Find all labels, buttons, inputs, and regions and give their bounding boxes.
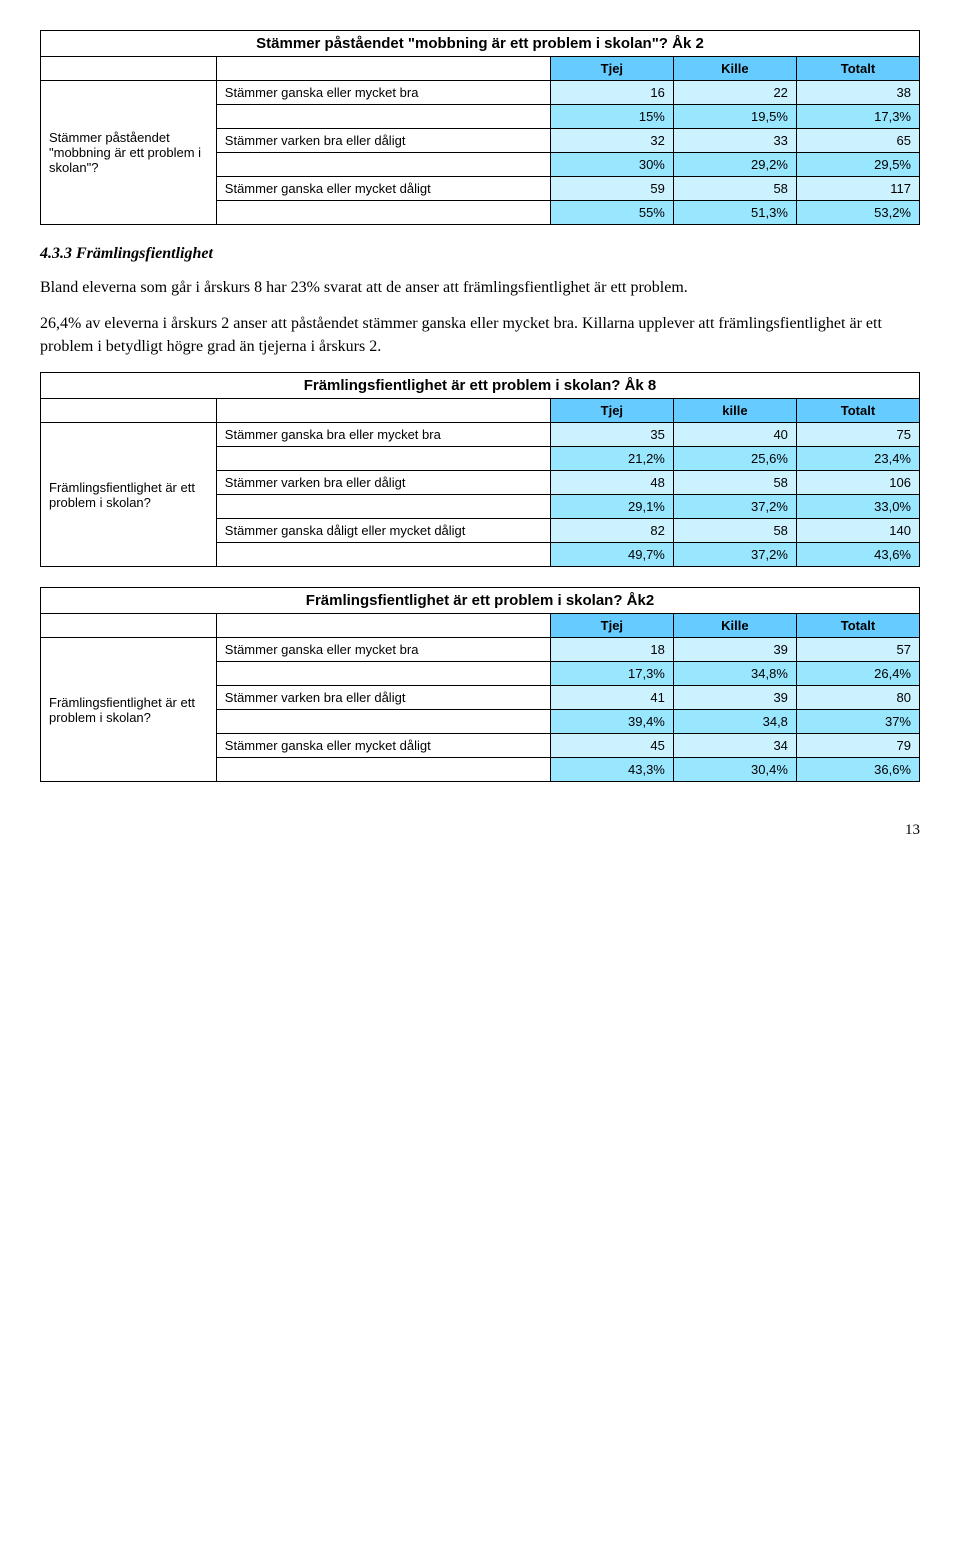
cell: 55%: [550, 201, 673, 225]
cell: 53,2%: [796, 201, 919, 225]
cell: 19,5%: [673, 105, 796, 129]
table3-title: Främlingsfientlighet är ett problem i sk…: [41, 588, 920, 614]
row-label: Stämmer ganska eller mycket bra: [216, 638, 550, 662]
cell: 21,2%: [550, 447, 673, 471]
cell: 106: [796, 471, 919, 495]
cell: 23,4%: [796, 447, 919, 471]
cell: 29,5%: [796, 153, 919, 177]
table2-stub: Främlingsfientlighet är ett problem i sk…: [41, 423, 217, 567]
cell: 82: [550, 519, 673, 543]
col-kille: Kille: [673, 614, 796, 638]
table1-stub: Stämmer påståendet "mobbning är ett prob…: [41, 81, 217, 225]
cell: 30,4%: [673, 758, 796, 782]
cell: 33: [673, 129, 796, 153]
paragraph-1: Bland eleverna som går i årskurs 8 har 2…: [40, 277, 920, 299]
table3-stub: Främlingsfientlighet är ett problem i sk…: [41, 638, 217, 782]
cell: 35: [550, 423, 673, 447]
cell: 18: [550, 638, 673, 662]
cell: 58: [673, 519, 796, 543]
cell: 36,6%: [796, 758, 919, 782]
section-heading: 4.3.3 Främlingsfientlighet: [40, 245, 920, 263]
cell: 140: [796, 519, 919, 543]
cell: 75: [796, 423, 919, 447]
col-tjej: Tjej: [550, 399, 673, 423]
cell: 43,6%: [796, 543, 919, 567]
cell: 26,4%: [796, 662, 919, 686]
row-label: Stämmer ganska bra eller mycket bra: [216, 423, 550, 447]
cell: 65: [796, 129, 919, 153]
cell: 51,3%: [673, 201, 796, 225]
page-number: 13: [40, 822, 920, 839]
row-label: Stämmer ganska eller mycket dåligt: [216, 734, 550, 758]
col-tjej: Tjej: [550, 614, 673, 638]
cell: 58: [673, 177, 796, 201]
col-kille: kille: [673, 399, 796, 423]
col-totalt: Totalt: [796, 399, 919, 423]
paragraph-2: 26,4% av eleverna i årskurs 2 anser att …: [40, 313, 920, 358]
col-tjej: Tjej: [550, 57, 673, 81]
cell: 79: [796, 734, 919, 758]
cell: 117: [796, 177, 919, 201]
cell: 39,4%: [550, 710, 673, 734]
cell: 25,6%: [673, 447, 796, 471]
cell: 34,8%: [673, 662, 796, 686]
cell: 16: [550, 81, 673, 105]
cell: 41: [550, 686, 673, 710]
row-label: Stämmer varken bra eller dåligt: [216, 686, 550, 710]
row-label: Stämmer varken bra eller dåligt: [216, 471, 550, 495]
cell: 37%: [796, 710, 919, 734]
cell: 33,0%: [796, 495, 919, 519]
cell: 37,2%: [673, 543, 796, 567]
cell: 34,8: [673, 710, 796, 734]
cell: 34: [673, 734, 796, 758]
cell: 32: [550, 129, 673, 153]
cell: 39: [673, 638, 796, 662]
cell: 43,3%: [550, 758, 673, 782]
row-label: Stämmer ganska eller mycket bra: [216, 81, 550, 105]
cell: 30%: [550, 153, 673, 177]
row-label: Stämmer ganska eller mycket dåligt: [216, 177, 550, 201]
cell: 17,3%: [796, 105, 919, 129]
cell: 80: [796, 686, 919, 710]
table-framling-ak8: Främlingsfientlighet är ett problem i sk…: [40, 372, 920, 567]
cell: 15%: [550, 105, 673, 129]
cell: 37,2%: [673, 495, 796, 519]
table2-title: Främlingsfientlighet är ett problem i sk…: [41, 373, 920, 399]
table-framling-ak2: Främlingsfientlighet är ett problem i sk…: [40, 587, 920, 782]
cell: 38: [796, 81, 919, 105]
cell: 29,2%: [673, 153, 796, 177]
cell: 22: [673, 81, 796, 105]
col-totalt: Totalt: [796, 614, 919, 638]
table-mobbning-ak2: Stämmer påståendet "mobbning är ett prob…: [40, 30, 920, 225]
cell: 45: [550, 734, 673, 758]
cell: 39: [673, 686, 796, 710]
cell: 17,3%: [550, 662, 673, 686]
cell: 58: [673, 471, 796, 495]
table1-title: Stämmer påståendet "mobbning är ett prob…: [41, 31, 920, 57]
row-label: Stämmer ganska dåligt eller mycket dålig…: [216, 519, 550, 543]
col-totalt: Totalt: [796, 57, 919, 81]
cell: 49,7%: [550, 543, 673, 567]
cell: 29,1%: [550, 495, 673, 519]
cell: 59: [550, 177, 673, 201]
cell: 40: [673, 423, 796, 447]
col-kille: Kille: [673, 57, 796, 81]
cell: 57: [796, 638, 919, 662]
cell: 48: [550, 471, 673, 495]
row-label: Stämmer varken bra eller dåligt: [216, 129, 550, 153]
